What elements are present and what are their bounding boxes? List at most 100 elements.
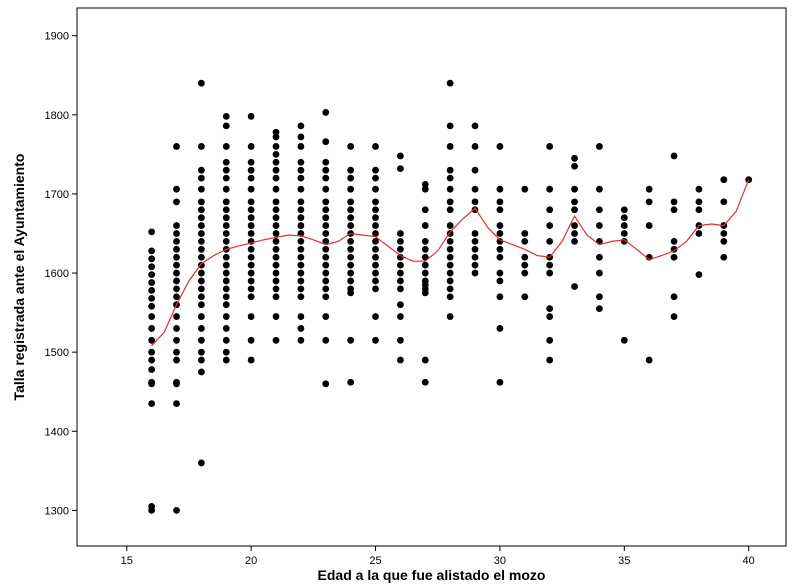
data-point (222, 261, 230, 269)
data-point (247, 166, 255, 174)
data-point (372, 261, 379, 269)
data-point (546, 143, 554, 150)
data-point (372, 269, 379, 277)
data-point (620, 222, 628, 229)
data-point (347, 277, 355, 285)
data-point (148, 366, 156, 373)
data-point (222, 185, 230, 193)
data-point (596, 185, 603, 193)
data-point (347, 206, 355, 214)
data-point (197, 143, 205, 150)
data-point (372, 277, 379, 285)
data-point (620, 336, 628, 344)
data-point (197, 230, 205, 237)
data-point (496, 293, 504, 301)
data-point (670, 206, 678, 214)
data-point (720, 237, 728, 245)
data-point (347, 378, 355, 386)
x-tick-label: 40 (743, 555, 755, 567)
data-point (173, 506, 180, 514)
data-point (148, 380, 156, 388)
data-point (496, 378, 504, 386)
x-tick-label: 15 (121, 555, 133, 567)
data-point (297, 269, 305, 277)
data-point (272, 174, 280, 182)
data-point (521, 253, 529, 261)
data-point (297, 237, 305, 245)
data-point (247, 158, 255, 166)
data-point (372, 214, 379, 222)
data-point (695, 271, 703, 279)
data-point (322, 313, 330, 320)
data-point (148, 287, 156, 294)
data-point (173, 198, 180, 206)
data-point (247, 356, 255, 364)
data-point (173, 185, 180, 193)
data-point (272, 198, 280, 206)
data-point (222, 325, 230, 332)
data-point (197, 356, 205, 364)
data-point (347, 289, 355, 297)
data-point (471, 269, 479, 277)
data-point (272, 230, 280, 237)
data-point (247, 313, 255, 320)
plot-frame (76, 7, 787, 547)
data-point (247, 277, 255, 285)
data-point (148, 228, 156, 236)
data-point (397, 269, 404, 277)
data-point (148, 294, 156, 302)
data-point (695, 230, 703, 237)
data-point (222, 356, 230, 364)
data-point (347, 253, 355, 261)
data-point (222, 174, 230, 182)
y-tick-label: 1300 (45, 505, 69, 517)
data-point (596, 293, 603, 301)
x-tick-label: 20 (245, 555, 257, 567)
data-point (471, 122, 479, 130)
data-point (247, 112, 255, 120)
data-point (247, 230, 255, 237)
x-axis-ticks: 15 20 25 30 35 40 (121, 546, 755, 567)
data-point (173, 277, 180, 285)
data-point (272, 293, 280, 301)
data-point (247, 185, 255, 193)
data-point (546, 269, 554, 277)
data-point (272, 277, 280, 285)
data-point (322, 214, 330, 222)
data-point (197, 285, 205, 293)
data-point (546, 185, 554, 193)
data-point (222, 206, 230, 214)
data-point (471, 245, 479, 253)
data-point (546, 313, 554, 320)
data-point (397, 301, 404, 309)
data-point (222, 277, 230, 285)
data-point (297, 293, 305, 301)
data-point (471, 166, 479, 174)
data-point (446, 143, 454, 150)
data-point (372, 230, 379, 237)
data-point (148, 348, 156, 356)
data-point (347, 269, 355, 277)
data-point (471, 261, 479, 269)
data-point (670, 152, 678, 160)
y-tick-label: 1700 (45, 189, 69, 201)
data-point (297, 214, 305, 222)
data-point (297, 143, 305, 150)
data-point (173, 400, 180, 407)
data-point (272, 245, 280, 253)
data-point (546, 237, 554, 245)
data-point (297, 174, 305, 182)
data-point (347, 174, 355, 182)
data-point (521, 261, 529, 269)
data-point (197, 237, 205, 245)
data-point (521, 293, 529, 301)
data-point (670, 253, 678, 261)
data-point (571, 162, 578, 170)
data-point (222, 112, 230, 120)
data-point (197, 253, 205, 261)
data-point (496, 253, 504, 261)
data-point (197, 245, 205, 253)
data-point (745, 176, 753, 184)
data-point (446, 166, 454, 174)
data-point (173, 313, 180, 320)
